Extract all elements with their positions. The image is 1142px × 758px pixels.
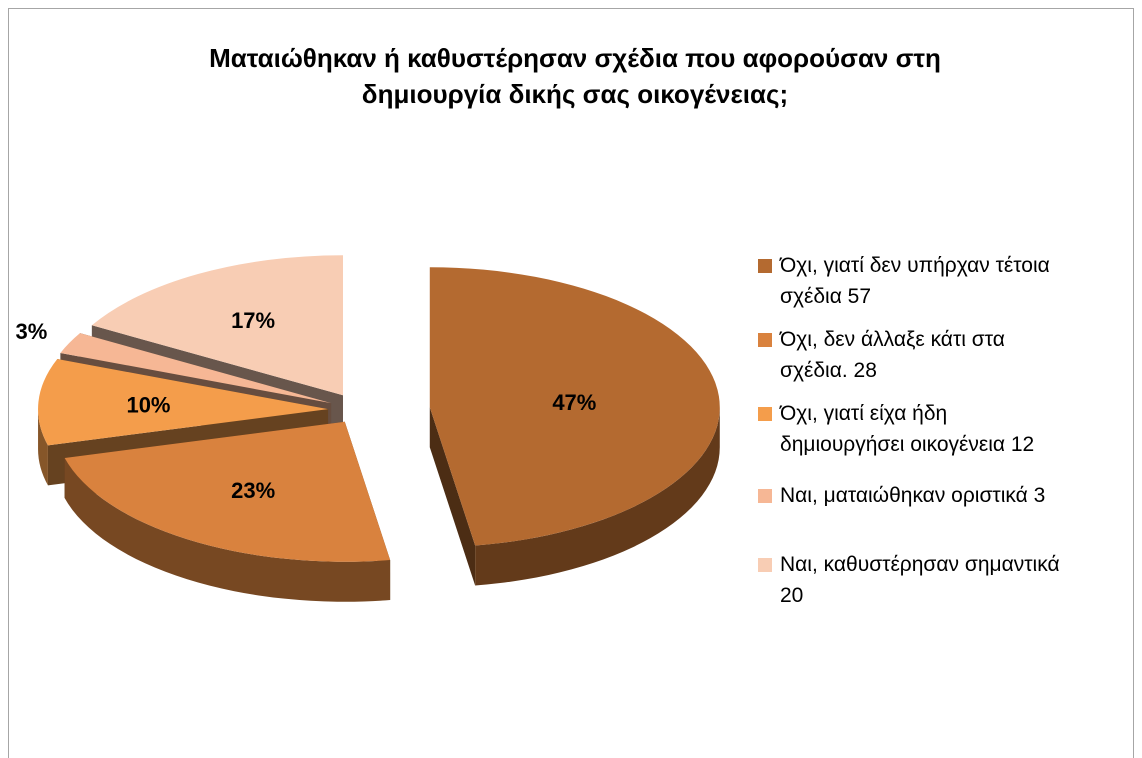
- legend-label: Ναι, καθυστέρησαν σημαντικά: [780, 553, 1060, 576]
- legend-swatch: [758, 407, 772, 421]
- chart-title: Ματαιώθηκαν ή καθυστέρησαν σχέδια που αφ…: [60, 40, 1090, 112]
- legend-swatch: [758, 489, 772, 503]
- chart-area: [8, 8, 1134, 758]
- data-label-delayed: 17%: [231, 308, 275, 333]
- legend-label: 20: [780, 584, 804, 607]
- legend-item-no-plans: Όχι, γιατί δεν υπήρχαν τέτοια σχέδια 57: [758, 250, 1128, 312]
- legend-swatch: [758, 333, 772, 347]
- data-label-already-family: 10%: [126, 393, 170, 418]
- chart-title-line-1: Ματαιώθηκαν ή καθυστέρησαν σχέδια που αφ…: [209, 43, 941, 73]
- legend-label: Όχι, γιατί είχα ήδη: [780, 402, 948, 425]
- legend-item-no-change: Όχι, δεν άλλαξε κάτι στα σχέδια. 28: [758, 324, 1128, 386]
- data-label-no-change: 23%: [231, 478, 275, 503]
- data-label-cancelled: 3%: [15, 319, 47, 344]
- legend-label: σχέδια. 28: [780, 359, 877, 382]
- legend-item-delayed: Ναι, καθυστέρησαν σημαντικά 20: [758, 549, 1128, 611]
- legend-swatch: [758, 558, 772, 572]
- legend-item-already-family: Όχι, γιατί είχα ήδη δημιουργήσει οικογέν…: [758, 398, 1128, 460]
- legend-swatch: [758, 259, 772, 273]
- legend-label: Όχι, δεν άλλαξε κάτι στα: [780, 328, 1005, 351]
- chart-title-line-2: δημιουργία δικής σας οικογένειας;: [361, 79, 789, 109]
- legend-label: Ναι, ματαιώθηκαν οριστικά 3: [780, 484, 1046, 507]
- legend-label: δημιουργήσει οικογένεια 12: [780, 433, 1035, 456]
- pie-slice-no-plans: [429, 267, 720, 586]
- legend-label: σχέδια 57: [780, 285, 872, 308]
- legend-item-cancelled: Ναι, ματαιώθηκαν οριστικά 3: [758, 480, 1128, 511]
- legend: Όχι, γιατί δεν υπήρχαν τέτοια σχέδια 57 …: [758, 250, 1128, 611]
- data-label-no-plans: 47%: [552, 390, 596, 415]
- pie-slice-no-change: [64, 421, 391, 602]
- legend-label: Όχι, γιατί δεν υπήρχαν τέτοια: [780, 254, 1050, 277]
